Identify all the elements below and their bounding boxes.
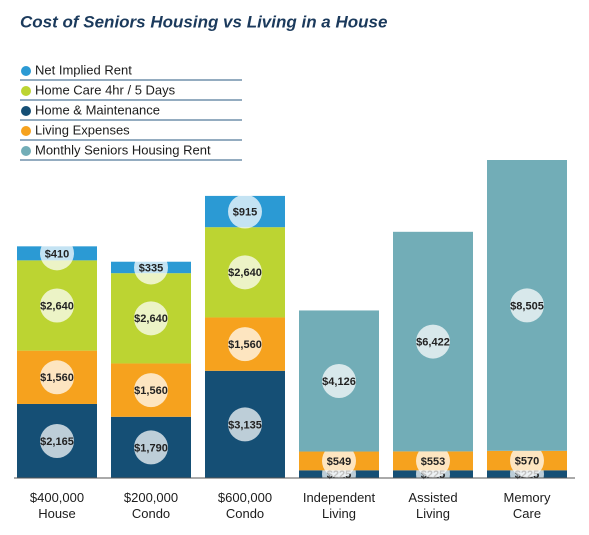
value-label: $1,560 <box>40 372 74 384</box>
value-badge <box>510 443 544 478</box>
value-badge <box>228 255 262 290</box>
x-tick-label: Independent Living <box>302 490 376 521</box>
x-tick-label: Memory Care <box>503 490 551 521</box>
legend-marker <box>21 126 31 136</box>
value-badge <box>40 288 74 323</box>
legend-label: Home & Maintenance <box>35 102 160 117</box>
legend-label: Monthly Seniors Housing Rent <box>35 142 211 157</box>
value-badge <box>134 250 168 285</box>
value-label: $553 <box>421 456 445 468</box>
value-label: $335 <box>139 262 163 274</box>
value-label: $2,640 <box>40 300 74 312</box>
value-label: $4,126 <box>322 376 356 388</box>
value-label: $6,422 <box>416 337 450 349</box>
value-badge <box>416 443 450 478</box>
value-badge <box>134 373 168 408</box>
value-badge <box>40 423 74 458</box>
value-badge <box>322 363 356 398</box>
legend-label: Net Implied Rent <box>35 62 132 77</box>
value-badge <box>134 430 168 465</box>
legend-marker <box>21 66 31 76</box>
value-badge <box>228 194 262 229</box>
value-label: $2,640 <box>134 313 168 325</box>
value-label: $1,790 <box>134 442 168 454</box>
x-tick-label: Assisted Living <box>408 490 458 521</box>
legend-marker <box>21 106 31 116</box>
legend-marker <box>21 86 31 96</box>
chart-title: Cost of Seniors Housing vs Living in a H… <box>20 12 387 31</box>
legend-label: Living Expenses <box>35 122 130 137</box>
value-badge <box>134 301 168 336</box>
value-badge <box>40 236 74 271</box>
value-label: $410 <box>45 248 69 260</box>
value-label: $2,640 <box>228 267 262 279</box>
value-label: $549 <box>327 456 351 468</box>
value-badge <box>228 407 262 442</box>
x-tick-label: $600,000 Condo <box>217 490 273 521</box>
legend-label: Home Care 4hr / 5 Days <box>35 82 176 97</box>
value-label: $570 <box>515 455 539 467</box>
x-tick-label: $200,000 Condo <box>123 490 179 521</box>
value-label: $915 <box>233 206 257 218</box>
value-label: $1,560 <box>228 339 262 351</box>
value-label: $8,505 <box>510 300 544 312</box>
value-label: $1,560 <box>134 385 168 397</box>
value-badge <box>228 327 262 362</box>
value-badge <box>416 324 450 359</box>
value-label: $3,135 <box>228 419 262 431</box>
value-badge <box>510 288 544 323</box>
legend-marker <box>21 146 31 156</box>
x-tick-label: $400,000 House <box>29 490 85 521</box>
value-badge <box>40 360 74 395</box>
value-badge <box>322 443 356 478</box>
value-label: $2,165 <box>40 436 74 448</box>
